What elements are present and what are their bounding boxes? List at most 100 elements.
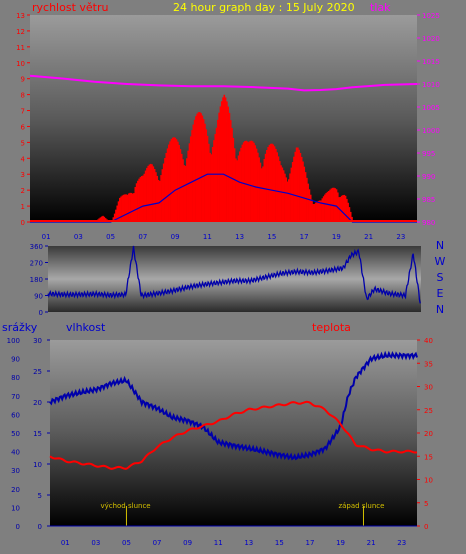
- wind-x-tick-label: 07: [138, 233, 147, 241]
- wind-speed-bar: [222, 97, 224, 222]
- wind-speed-bar: [151, 164, 153, 222]
- wind-speed-bar: [227, 106, 229, 222]
- wind-speed-bar: [205, 129, 208, 222]
- wind-speed-bar: [215, 127, 218, 222]
- humidity-y-tick-label: 25: [33, 368, 42, 376]
- humidity-x-tick-label: 13: [244, 539, 253, 547]
- wind-speed-bar: [213, 140, 215, 222]
- wind-speed-bar: [148, 164, 151, 222]
- wind-speed-bar: [208, 143, 210, 222]
- compass-letter-s: S: [437, 271, 444, 284]
- wind-speed-bar: [321, 198, 324, 222]
- wind-speed-bar: [182, 159, 184, 222]
- wind-x-tick-label: 13: [235, 233, 244, 241]
- wind-speed-bar: [269, 143, 272, 222]
- compass-letter-w: W: [435, 255, 446, 268]
- wind-speed-bar: [196, 113, 199, 222]
- wind-speed-bar: [204, 123, 206, 222]
- temperature-y-tick-label: 15: [424, 453, 433, 461]
- humidity-y-tick-label: 30: [33, 337, 42, 345]
- wind-speed-bar: [139, 177, 142, 222]
- wind-speed-bar: [131, 193, 134, 222]
- wind-speed-bar: [281, 167, 284, 222]
- wind-speed-bar: [258, 157, 260, 222]
- wind-speed-bar: [304, 172, 307, 222]
- temperature-y-tick-label: 35: [424, 360, 433, 368]
- wind-speed-bar: [195, 116, 197, 222]
- wind-speed-bar: [219, 106, 222, 222]
- wind-speed-bar: [133, 193, 135, 222]
- wind-speed-bar: [218, 112, 220, 222]
- wind-y-tick-label: 12: [16, 28, 25, 36]
- wind-speed-bar: [142, 175, 144, 222]
- rain-y-tick-label: 20: [11, 486, 20, 494]
- wind-speed-bar: [315, 202, 317, 222]
- wind-speed-bar: [327, 191, 330, 222]
- temperature-y-tick-label: 40: [424, 337, 433, 345]
- pressure-line: [29, 74, 418, 92]
- direction-y-tick-label: 0: [39, 309, 43, 317]
- sunset-label: západ slunce: [338, 502, 384, 510]
- wind-speed-bar: [297, 147, 299, 222]
- wind-speed-bar: [112, 217, 115, 222]
- wind-speed-bar: [178, 144, 180, 222]
- wind-speed-bar: [152, 166, 155, 222]
- wind-speed-bar: [223, 94, 226, 222]
- wind-speed-bar: [187, 150, 189, 222]
- wind-speed-bar: [121, 195, 124, 222]
- wind-speed-bar: [170, 139, 173, 222]
- wind-chart: 0123456789101112139809859909951000100510…: [16, 12, 440, 241]
- wind-y-tick-label: 6: [21, 123, 26, 131]
- rain-y-tick-label: 10: [11, 504, 20, 512]
- wind-speed-bar: [294, 151, 297, 222]
- wind-speed-bar: [255, 148, 258, 222]
- wind-speed-bar: [175, 139, 178, 222]
- wind-speed-bar: [298, 149, 300, 222]
- wind-speed-bar: [284, 173, 286, 222]
- wind-speed-bar: [186, 158, 188, 222]
- pressure-y-tick-label: 995: [422, 150, 435, 158]
- wind-speed-bar: [197, 112, 200, 222]
- wind-speed-bar: [220, 101, 223, 222]
- wind-y-tick-label: 13: [16, 12, 25, 20]
- wind-speed-bar: [238, 151, 241, 222]
- wind-y-tick-label: 8: [21, 92, 25, 100]
- temperature-y-tick-label: 30: [424, 384, 433, 392]
- wind-speed-bar: [100, 216, 103, 222]
- compass-letter-n: N: [436, 239, 444, 252]
- wind-speed-bar: [309, 194, 312, 222]
- wind-speed-bar: [122, 194, 125, 222]
- wind-x-tick-label: 15: [267, 233, 276, 241]
- humidity-x-tick-label: 07: [153, 539, 162, 547]
- wind-speed-bar: [189, 136, 192, 222]
- wind-speed-bar: [159, 180, 161, 222]
- wind-speed-bar: [253, 142, 255, 222]
- direction-y-tick-label: 270: [30, 260, 43, 268]
- wind-speed-bar: [244, 140, 246, 222]
- wind-speed-bar: [326, 191, 329, 222]
- temperature-label: teplota: [312, 321, 351, 334]
- rain-label: srážky: [2, 321, 38, 334]
- wind-speed-bar: [263, 159, 266, 222]
- temperature-y-tick-label: 10: [424, 477, 433, 485]
- wind-speed-bar: [130, 192, 133, 222]
- temperature-y-tick-label: 5: [424, 500, 428, 508]
- pressure-label: tlak: [370, 1, 391, 14]
- wind-speed-bar: [351, 216, 353, 222]
- wind-speed-bar: [288, 179, 290, 222]
- wind-y-tick-label: 2: [21, 187, 25, 195]
- wind-speed-bar: [162, 163, 165, 222]
- wind-speed-bar: [124, 194, 126, 222]
- wind-speed-bar: [259, 162, 262, 222]
- wind-speed-bar: [264, 153, 267, 222]
- wind-speed-bar: [191, 130, 193, 222]
- wind-speed-bar: [202, 119, 205, 222]
- humidity-x-tick-label: 15: [275, 539, 284, 547]
- humidity-y-tick-label: 10: [33, 461, 42, 469]
- wind-speed-bar: [126, 194, 129, 222]
- wind-speed-bar: [295, 147, 298, 222]
- temperature-y-tick-label: 20: [424, 430, 433, 438]
- temperature-y-tick-label: 0: [424, 523, 428, 531]
- wind-speed-bar: [233, 148, 236, 222]
